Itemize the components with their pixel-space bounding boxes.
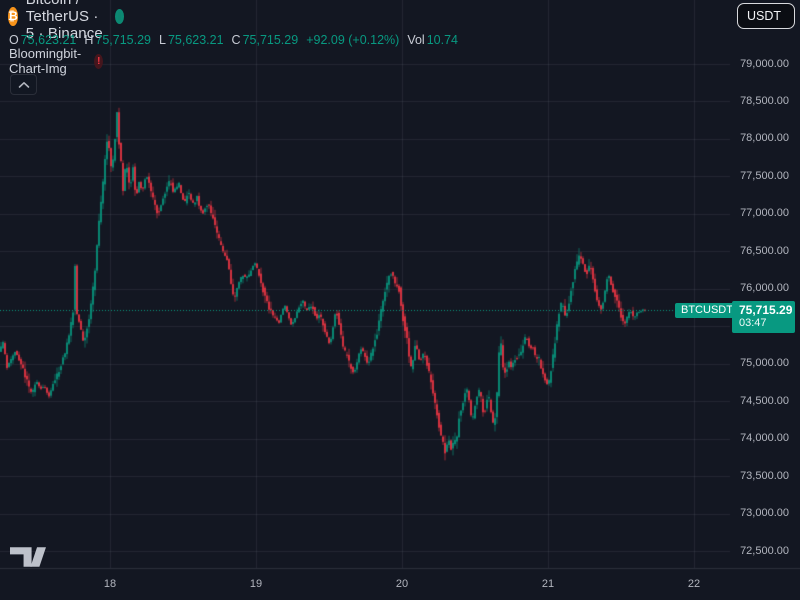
low-value: 75,623.21 [167,33,224,47]
open-label: O [9,33,19,47]
low-label: L [158,33,166,47]
symbol-title-row[interactable]: ₿ Bitcoin / TetherUS · 5 · Binance [8,0,125,42]
current-price-value: 75,715.29 [739,303,793,318]
time-label: 18 [103,578,117,590]
close-label: C [231,33,241,47]
current-price-symbol-badge: BTCUSDT [675,302,739,318]
price-label: 78,000.00 [740,132,789,145]
price-label: 72,500.00 [740,544,789,557]
price-label: 78,500.00 [740,94,789,107]
chevron-up-icon [18,81,29,88]
price-label: 76,000.00 [740,282,789,295]
price-label: 75,000.00 [740,357,789,370]
time-label: 19 [249,578,263,590]
symbol-title[interactable]: Bitcoin / TetherUS · 5 · Binance [25,0,103,42]
volume-value: 10.74 [426,33,458,47]
bitcoin-logo-icon: ₿ [8,6,18,26]
current-price-badge: 75,715.29 03:47 [732,301,795,334]
volume-label: Vol [407,33,425,47]
tradingview-logo[interactable] [10,547,47,567]
price-label: 77,500.00 [740,169,789,182]
high-value: 75,715.29 [95,33,151,47]
high-label: H [84,33,94,47]
price-label: 77,000.00 [740,207,789,220]
price-label: 74,500.00 [740,394,789,407]
ohlc-row: O 75,623.21 H 75,715.29 L 75,623.21 C 75,715.29… [9,33,466,47]
open-value: 75,623.21 [20,33,77,47]
time-scale[interactable]: 18 19 20 21 22 [0,568,800,600]
close-value: 75,715.29 [242,33,299,47]
market-status-icon[interactable] [115,8,125,24]
time-label: 22 [687,578,701,590]
time-label: 21 [541,578,555,590]
change-value: +92.09 (+0.12%) [306,33,400,47]
watermark-row: Bloomingbit-Chart-Img ! [9,46,104,76]
time-label: 20 [395,578,409,590]
price-label: 76,500.00 [740,244,789,257]
candle-countdown: 03:47 [739,317,767,330]
alert-icon[interactable]: ! [94,53,104,69]
price-scale[interactable]: 79,000.00 78,500.00 78,000.00 77,500.00 77,0… [730,0,800,568]
watermark-label: Bloomingbit-Chart-Img [9,46,82,76]
collapse-legend-button[interactable] [10,74,37,95]
price-label: 73,500.00 [740,469,789,482]
price-label: 74,000.00 [740,432,789,445]
currency-toggle-button[interactable]: USDT [737,3,795,29]
price-label: 73,000.00 [740,507,789,520]
price-label: 79,000.00 [740,57,789,70]
